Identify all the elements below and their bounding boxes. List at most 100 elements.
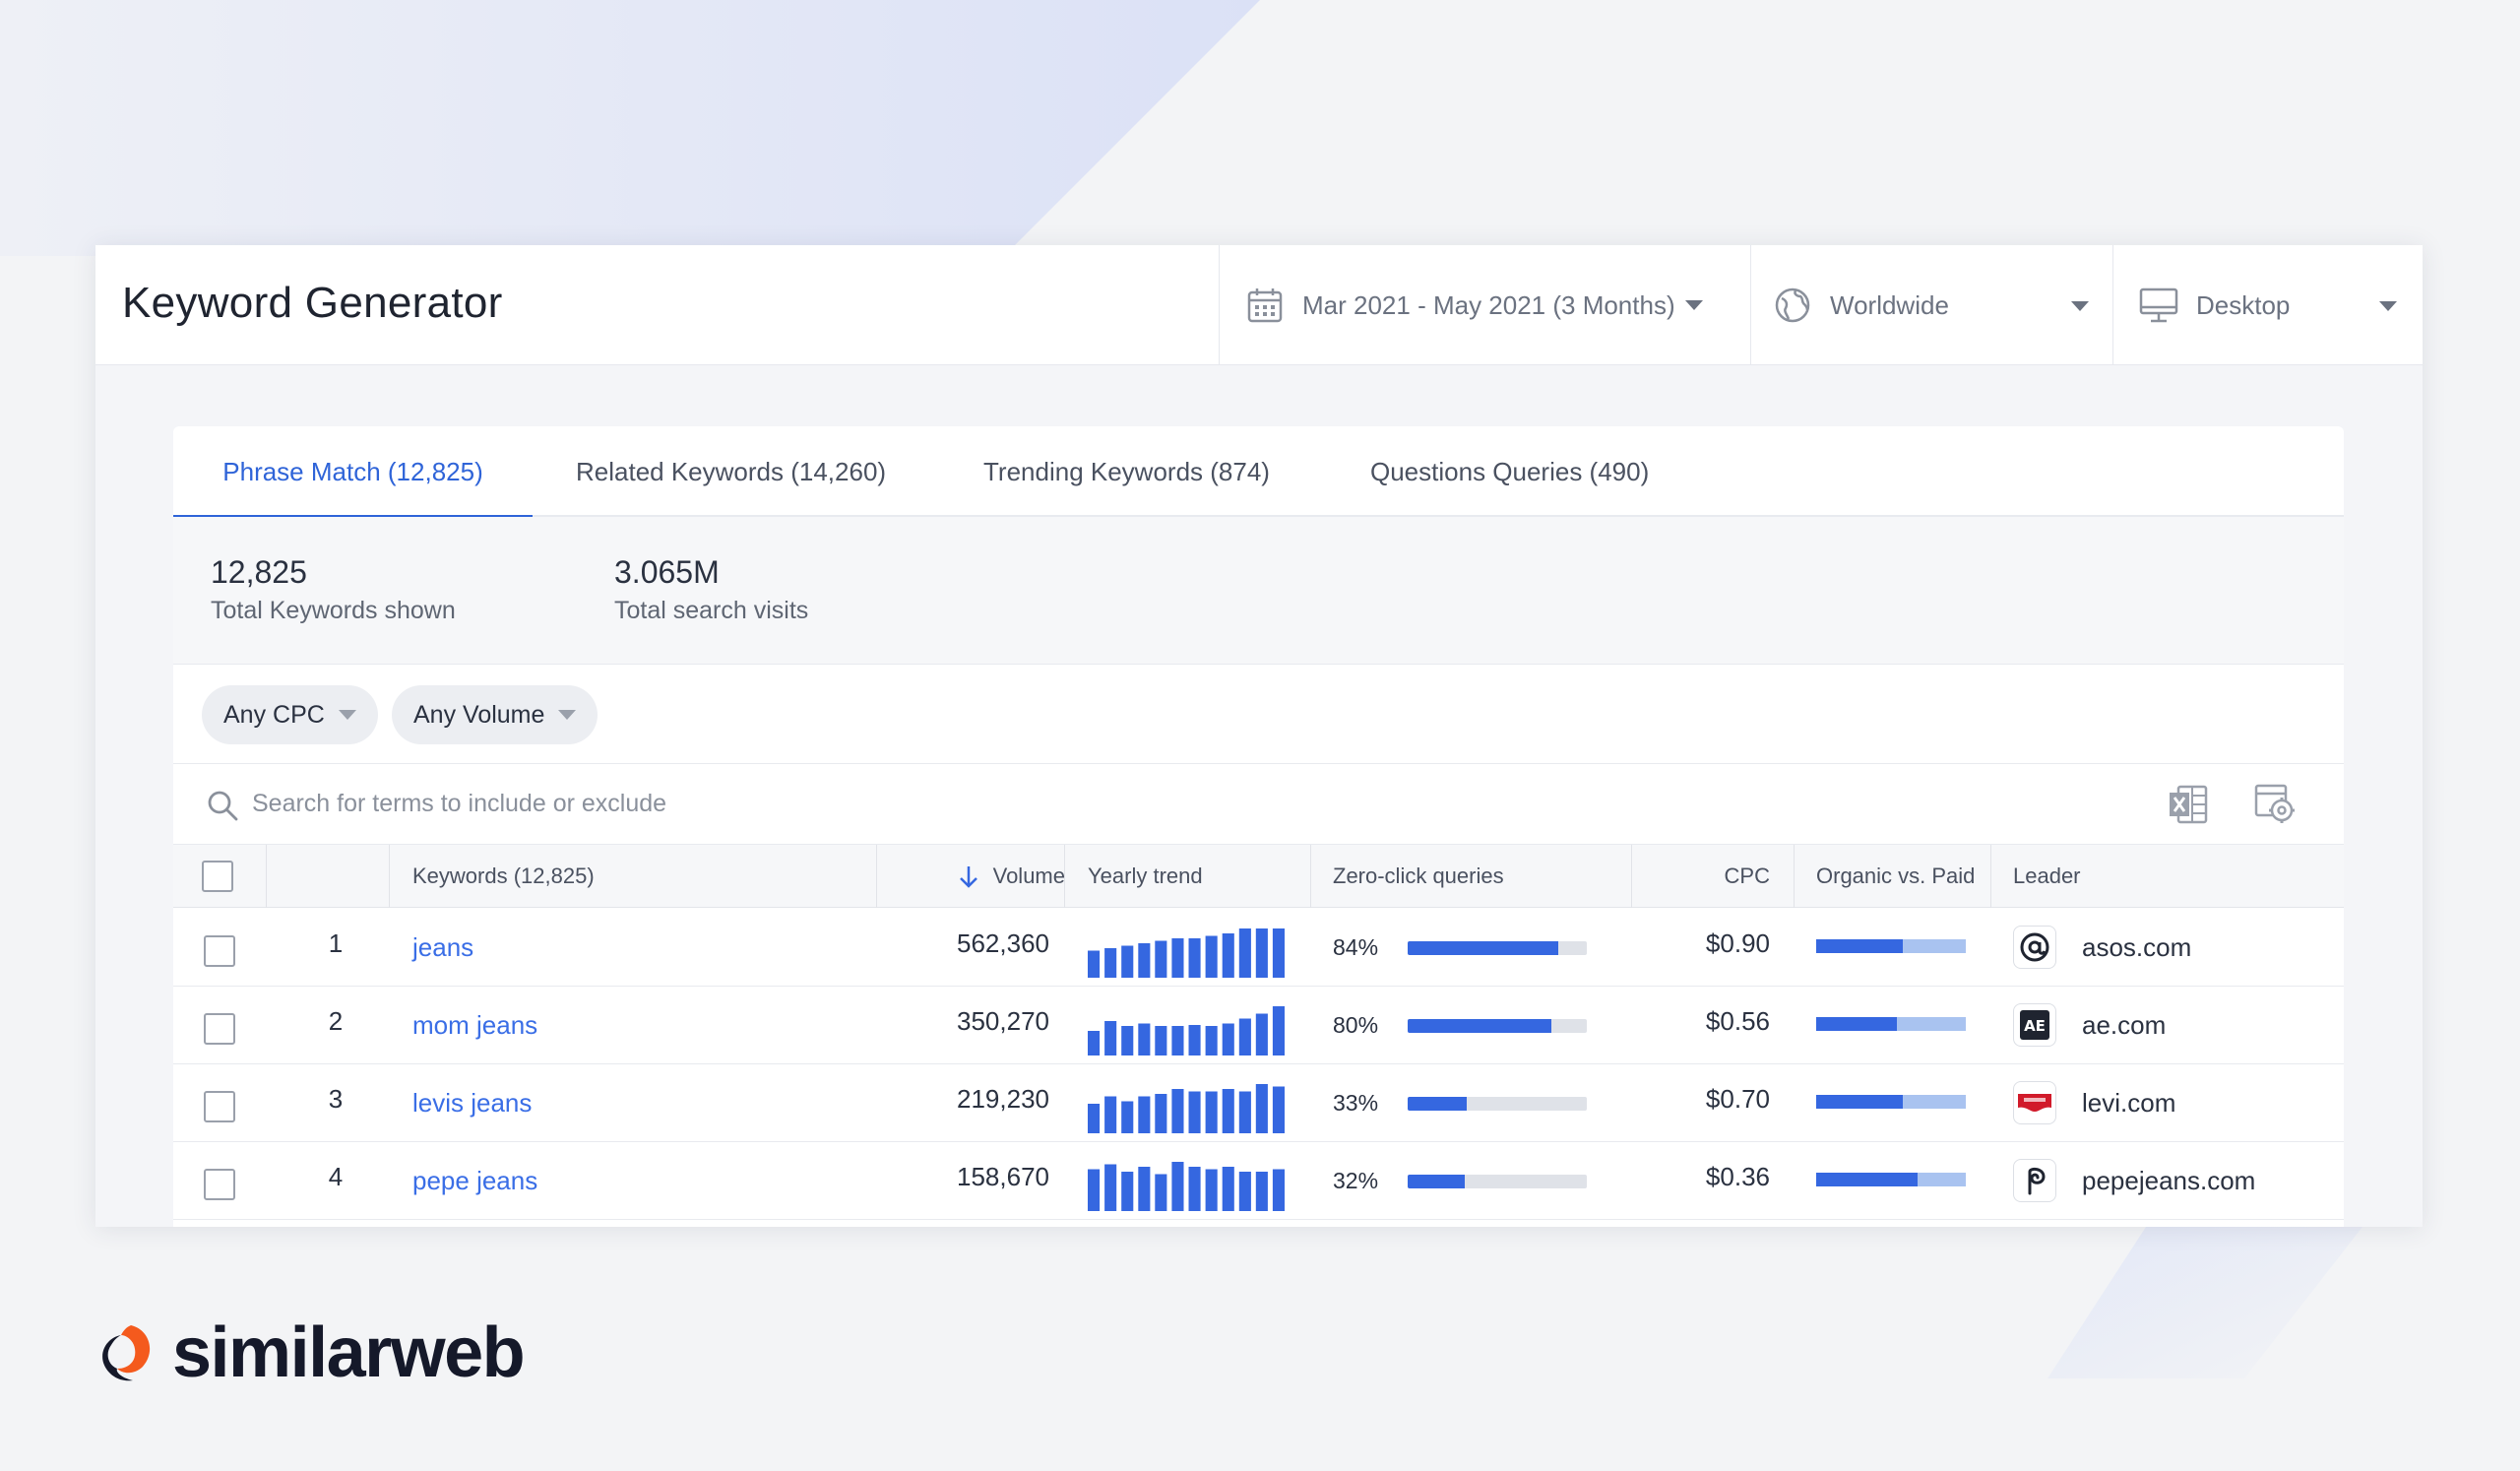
chevron-down-icon (2071, 301, 2089, 311)
keyword-generator-card: Keyword Generator Mar 2021 - May 2021 (3… (95, 245, 2423, 1227)
trend-bar (1171, 1089, 1184, 1133)
cpc-value: $0.56 (1705, 1006, 1770, 1036)
filter-label: Any CPC (223, 700, 325, 729)
trend-bar (1121, 1172, 1134, 1211)
volume-filter-dropdown[interactable]: Any Volume (392, 685, 598, 744)
leader-domain[interactable]: ae.com (2082, 1010, 2167, 1040)
keyword-link[interactable]: pepe jeans (412, 1166, 538, 1195)
similarweb-logo-icon (102, 1325, 151, 1381)
leader-domain[interactable]: levi.com (2082, 1088, 2176, 1118)
trend-bar (1188, 1091, 1201, 1133)
zero-click-value: 84% (1333, 934, 1379, 960)
tab-label: Related Keywords (14,260) (576, 456, 887, 486)
cpc-value: $0.90 (1705, 928, 1770, 958)
zero-click-bar-fill (1408, 1097, 1468, 1111)
row-checkbox[interactable] (204, 1013, 235, 1045)
table-row[interactable]: 3 levis jeans 219,230 33% $0.70 levi.com (173, 1064, 2344, 1142)
tab-trending-keywords[interactable]: Trending Keywords (874) (983, 426, 1270, 517)
excel-export-icon[interactable] (2167, 782, 2212, 827)
tab-label: Trending Keywords (874) (983, 456, 1270, 486)
column-header-zero-click[interactable]: Zero-click queries (1333, 845, 1504, 908)
row-checkbox[interactable] (204, 1169, 235, 1200)
stat-label: Total Keywords shown (211, 597, 456, 624)
trend-bar (1088, 1031, 1101, 1055)
table-row[interactable]: 4 pepe jeans 158,670 32% $0.36 pepejeans.com (173, 1142, 2344, 1220)
date-range-picker[interactable]: Mar 2021 - May 2021 (3 Months) (1219, 245, 1750, 365)
trend-bar (1104, 1096, 1117, 1133)
column-divider (1990, 845, 1991, 908)
cpc-value: $0.36 (1705, 1162, 1770, 1191)
trend-bar (1272, 1086, 1285, 1133)
date-range-label: Mar 2021 - May 2021 (3 Months) (1302, 289, 1675, 320)
globe-icon (1773, 286, 1812, 325)
stat-total-keywords: 12,825 Total Keywords shown (211, 554, 456, 625)
tab-phrase-match[interactable]: Phrase Match (12,825) (173, 426, 533, 519)
filter-label: Any Volume (413, 700, 545, 729)
table-row[interactable]: 2 mom jeans 350,270 80% $0.56 AE ae.com (173, 987, 2344, 1064)
keyword-link[interactable]: mom jeans (412, 1010, 538, 1040)
trend-bar (1155, 1094, 1167, 1133)
search-bar: Search for terms to include or exclude (173, 764, 2344, 845)
country-selector[interactable]: Worldwide (1750, 245, 2112, 365)
trend-bar (1222, 1167, 1234, 1211)
trend-bar (1121, 1026, 1134, 1055)
levis-icon (2013, 1081, 2056, 1124)
trend-bar (1138, 1167, 1151, 1211)
organic-vs-paid-bar (1816, 1173, 1966, 1186)
country-label: Worldwide (1830, 289, 1949, 320)
column-header-keywords[interactable]: Keywords (12,825) (412, 845, 595, 908)
tab-questions-queries[interactable]: Questions Queries (490) (1370, 426, 1649, 517)
trend-bar (1155, 1026, 1167, 1055)
table-header: Keywords (12,825) Volume Yearly trend Ze… (173, 845, 2344, 908)
select-all-checkbox[interactable] (202, 861, 233, 892)
column-header-yearly-trend[interactable]: Yearly trend (1088, 845, 1203, 908)
keyword-link[interactable]: levis jeans (412, 1088, 533, 1118)
trend-bar (1255, 1172, 1268, 1211)
trend-bar (1205, 1169, 1218, 1211)
asos-icon (2013, 926, 2056, 969)
cpc-filter-dropdown[interactable]: Any CPC (202, 685, 378, 744)
trend-bar (1088, 1104, 1101, 1133)
column-divider (876, 845, 877, 908)
tab-related-keywords[interactable]: Related Keywords (14,260) (576, 426, 886, 517)
chevron-down-icon (558, 710, 577, 720)
search-input[interactable]: Search for terms to include or exclude (252, 790, 667, 817)
yearly-trend-chart (1088, 928, 1285, 978)
organic-share-fill (1816, 939, 1904, 953)
table-settings-icon[interactable] (2252, 780, 2298, 825)
sort-descending-icon (959, 866, 977, 888)
stat-value: 3.065M (614, 554, 720, 590)
zero-click-bar-fill (1408, 941, 1558, 955)
leader-domain[interactable]: pepejeans.com (2082, 1166, 2256, 1195)
trend-bar (1238, 1172, 1251, 1211)
stat-total-visits: 3.065M Total search visits (614, 554, 808, 625)
svg-text:AE: AE (2024, 1017, 2046, 1035)
device-selector[interactable]: Desktop (2112, 245, 2423, 365)
volume-value: 158,670 (957, 1162, 1049, 1191)
row-checkbox[interactable] (204, 935, 235, 967)
stat-value: 12,825 (211, 554, 307, 590)
column-label: Yearly trend (1088, 863, 1203, 888)
leader-domain[interactable]: asos.com (2082, 932, 2192, 962)
chevron-down-icon (338, 710, 356, 720)
trend-bar (1222, 1089, 1234, 1133)
pepe-jeans-icon (2013, 1159, 2056, 1202)
tab-label: Phrase Match (12,825) (222, 456, 483, 486)
column-header-organic-vs-paid[interactable]: Organic vs. Paid (1816, 845, 1975, 908)
device-label: Desktop (2196, 289, 2291, 320)
trend-bar (1255, 928, 1268, 978)
column-header-volume[interactable]: Volume (921, 845, 1065, 908)
column-header-cpc[interactable]: CPC (1630, 845, 1770, 908)
column-divider (1064, 845, 1065, 908)
trend-bar (1188, 1167, 1201, 1211)
trend-bar (1138, 1096, 1151, 1133)
zero-click-bar (1408, 1175, 1587, 1188)
similarweb-logo: similarweb (95, 1312, 526, 1393)
table-row[interactable]: 1 jeans 562,360 84% $0.90 asos.com (173, 909, 2344, 987)
trend-bar (1171, 1026, 1184, 1055)
row-checkbox[interactable] (204, 1091, 235, 1122)
column-header-leader[interactable]: Leader (2013, 845, 2081, 908)
keyword-link[interactable]: jeans (412, 932, 474, 962)
trend-bar (1121, 945, 1134, 978)
trend-bar (1238, 1091, 1251, 1133)
